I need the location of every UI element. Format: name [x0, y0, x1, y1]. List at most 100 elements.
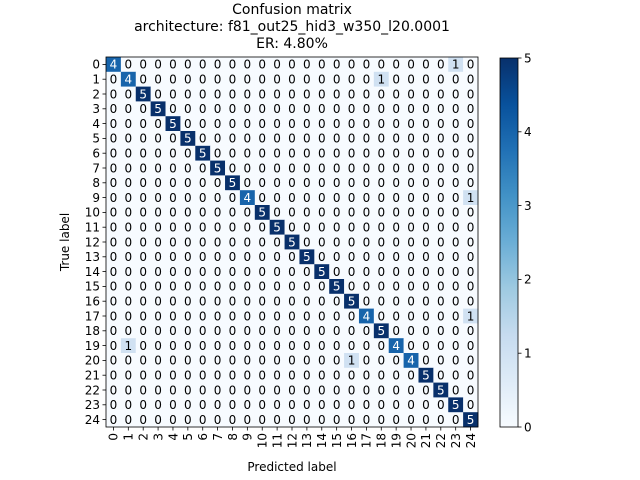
- cell-value-label: 0: [229, 161, 237, 175]
- heatmap-cell: [433, 279, 449, 295]
- cell-value-label: 0: [437, 398, 445, 412]
- heatmap-cell: [433, 234, 449, 250]
- cell-value-label: 0: [303, 339, 311, 353]
- colorbar-tick-label: 5: [524, 51, 532, 65]
- cell-value-label: 0: [244, 147, 252, 161]
- heatmap-cell: [388, 293, 404, 309]
- cell-value-label: 0: [407, 117, 415, 131]
- cell-value-label: 0: [124, 354, 132, 368]
- heatmap-cell: [225, 367, 241, 383]
- cell-value-label: 0: [124, 383, 132, 397]
- cell-value-label: 0: [437, 73, 445, 87]
- heatmap-cell: [210, 175, 226, 191]
- cell-value-label: 5: [273, 221, 281, 235]
- cell-value-label: 0: [318, 369, 326, 383]
- heatmap-cell: [329, 219, 345, 235]
- heatmap-cell: [463, 279, 479, 295]
- heatmap-cell: [463, 205, 479, 221]
- heatmap-cell: [225, 160, 241, 176]
- heatmap-cell: [388, 264, 404, 280]
- cell-value-label: 0: [110, 309, 118, 323]
- heatmap-cell: [150, 353, 166, 369]
- cell-value-label: 0: [437, 87, 445, 101]
- cell-value-label: 0: [348, 324, 356, 338]
- heatmap-cell: [269, 382, 285, 398]
- cell-value-label: 0: [333, 58, 341, 72]
- heatmap-cell: [388, 234, 404, 250]
- cell-value-label: 0: [273, 132, 281, 146]
- cell-value-label: 0: [377, 147, 385, 161]
- heatmap-cell: [418, 412, 434, 428]
- heatmap-cell: [225, 101, 241, 117]
- heatmap-cell: [210, 279, 226, 295]
- heatmap-cell: [388, 397, 404, 413]
- cell-value-label: 0: [318, 398, 326, 412]
- heatmap-cell: [329, 86, 345, 102]
- heatmap-cell: [225, 323, 241, 339]
- heatmap-cell: [239, 367, 256, 383]
- cell-value-label: 0: [452, 147, 460, 161]
- cell-value-label: 0: [348, 265, 356, 279]
- cell-value-label: 0: [422, 295, 430, 309]
- cell-value-label: 0: [348, 398, 356, 412]
- cell-value-label: 0: [348, 383, 356, 397]
- heatmap-cell: [135, 264, 151, 280]
- y-tick-label: 0: [92, 58, 100, 72]
- chart-title: Confusion matrix architecture: f81_out25…: [134, 2, 450, 52]
- heatmap-cell: [106, 131, 122, 147]
- heatmap-cell: [344, 219, 360, 235]
- cell-value-label: 0: [407, 58, 415, 72]
- heatmap-cell: [299, 367, 315, 383]
- heatmap-cell: [180, 190, 196, 206]
- heatmap-cell: [388, 145, 404, 161]
- heatmap-cell: [344, 160, 360, 176]
- heatmap-cell: [284, 323, 300, 339]
- cell-value-label: 0: [288, 117, 296, 131]
- heatmap-cell: [344, 338, 360, 354]
- y-tick-label: 13: [85, 250, 100, 264]
- cell-value-label: 0: [467, 354, 475, 368]
- heatmap-cell: [195, 293, 211, 309]
- cell-value-label: 0: [110, 383, 118, 397]
- cell-value-label: 0: [437, 369, 445, 383]
- heatmap-cell: [373, 367, 390, 383]
- heatmap-cell: [463, 264, 479, 280]
- heatmap-cell: [448, 382, 464, 398]
- cell-value-label: 5: [184, 132, 192, 146]
- cell-value-label: 0: [169, 339, 177, 353]
- heatmap-cell: [299, 279, 315, 295]
- heatmap-cell: [210, 234, 226, 250]
- cell-value-label: 0: [124, 235, 132, 249]
- cell-value-label: 0: [303, 132, 311, 146]
- cell-value-label: 0: [139, 221, 147, 235]
- heatmap-cell: [135, 397, 151, 413]
- cell-value-label: 0: [214, 265, 222, 279]
- cell-value-label: 0: [392, 147, 400, 161]
- cell-value-label: 0: [214, 309, 222, 323]
- cell-value-label: 4: [407, 354, 415, 368]
- heatmap-cell: [106, 175, 122, 191]
- cell-value-label: 0: [288, 58, 296, 72]
- heatmap-cell: [418, 279, 434, 295]
- heatmap-cell: [254, 367, 270, 383]
- cell-value-label: 0: [110, 265, 118, 279]
- heatmap-cell: [150, 293, 166, 309]
- y-tick-label: 12: [85, 235, 100, 249]
- heatmap-cell: [150, 279, 166, 295]
- heatmap-cell: [299, 382, 315, 398]
- cell-value-label: 0: [303, 369, 311, 383]
- heatmap-cell: [314, 412, 330, 428]
- heatmap-cell: [239, 57, 256, 73]
- heatmap-cell: [314, 145, 330, 161]
- heatmap-cell: [254, 338, 270, 354]
- cell-value-label: 0: [392, 235, 400, 249]
- heatmap-cell: [314, 219, 330, 235]
- cell-value-label: 0: [437, 176, 445, 190]
- heatmap-cell: [150, 86, 166, 102]
- heatmap-cell: [254, 323, 270, 339]
- cell-value-label: 0: [377, 206, 385, 220]
- cell-value-label: 0: [258, 161, 266, 175]
- heatmap-cell: [344, 234, 360, 250]
- heatmap-cell: [225, 219, 241, 235]
- cell-value-label: 0: [273, 87, 281, 101]
